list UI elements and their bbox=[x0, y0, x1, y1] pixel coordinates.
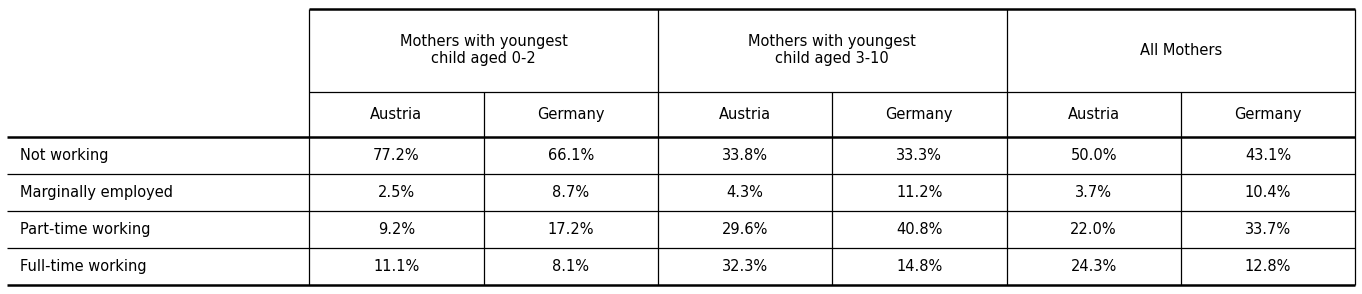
Text: 33.3%: 33.3% bbox=[896, 148, 943, 163]
Text: 33.7%: 33.7% bbox=[1245, 222, 1291, 237]
Text: Not working: Not working bbox=[20, 148, 109, 163]
Text: Austria: Austria bbox=[370, 107, 422, 122]
Text: All Mothers: All Mothers bbox=[1140, 43, 1222, 58]
Text: 43.1%: 43.1% bbox=[1245, 148, 1291, 163]
Text: 11.2%: 11.2% bbox=[896, 185, 943, 200]
Text: 17.2%: 17.2% bbox=[548, 222, 594, 237]
Text: 29.6%: 29.6% bbox=[722, 222, 768, 237]
Text: Part-time working: Part-time working bbox=[20, 222, 151, 237]
Text: 40.8%: 40.8% bbox=[896, 222, 943, 237]
Text: 3.7%: 3.7% bbox=[1075, 185, 1113, 200]
Text: 10.4%: 10.4% bbox=[1245, 185, 1291, 200]
Text: 24.3%: 24.3% bbox=[1071, 259, 1117, 274]
Text: 8.7%: 8.7% bbox=[552, 185, 590, 200]
Text: Marginally employed: Marginally employed bbox=[20, 185, 173, 200]
Text: 2.5%: 2.5% bbox=[377, 185, 415, 200]
Text: 9.2%: 9.2% bbox=[377, 222, 415, 237]
Text: 11.1%: 11.1% bbox=[373, 259, 419, 274]
Text: Mothers with youngest
child aged 3-10: Mothers with youngest child aged 3-10 bbox=[748, 34, 917, 66]
Text: 32.3%: 32.3% bbox=[722, 259, 768, 274]
Text: Germany: Germany bbox=[537, 107, 605, 122]
Text: Austria: Austria bbox=[1068, 107, 1120, 122]
Text: 66.1%: 66.1% bbox=[548, 148, 594, 163]
Text: 33.8%: 33.8% bbox=[722, 148, 768, 163]
Text: 77.2%: 77.2% bbox=[373, 148, 419, 163]
Text: 4.3%: 4.3% bbox=[726, 185, 764, 200]
Text: Germany: Germany bbox=[885, 107, 953, 122]
Text: 14.8%: 14.8% bbox=[896, 259, 943, 274]
Text: Full-time working: Full-time working bbox=[20, 259, 147, 274]
Text: Mothers with youngest
child aged 0-2: Mothers with youngest child aged 0-2 bbox=[399, 34, 568, 66]
Text: 8.1%: 8.1% bbox=[552, 259, 590, 274]
Text: 12.8%: 12.8% bbox=[1245, 259, 1291, 274]
Text: 50.0%: 50.0% bbox=[1071, 148, 1117, 163]
Text: Austria: Austria bbox=[719, 107, 771, 122]
Text: 22.0%: 22.0% bbox=[1071, 222, 1117, 237]
Text: Germany: Germany bbox=[1234, 107, 1302, 122]
